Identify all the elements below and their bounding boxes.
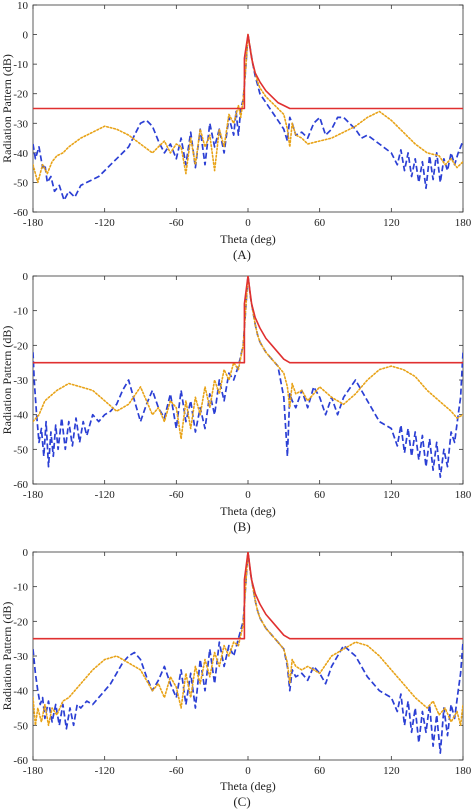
x-tick-label: 60 xyxy=(314,489,326,501)
y-tick-label: -40 xyxy=(13,410,28,422)
y-tick-label: -50 xyxy=(13,720,28,732)
x-tick-label: -120 xyxy=(95,217,116,229)
series-line-solid xyxy=(33,276,463,364)
x-tick-label: 60 xyxy=(314,765,326,777)
x-tick-label: 180 xyxy=(455,765,472,777)
x-tick-label: 180 xyxy=(455,217,472,229)
series-line-dashed xyxy=(33,33,463,202)
y-tick-label: -50 xyxy=(13,444,28,456)
series-line-dotted xyxy=(33,552,463,727)
y-tick-label: -20 xyxy=(13,616,28,628)
panel-label: (A) xyxy=(233,247,251,262)
x-tick-label: 120 xyxy=(383,217,400,229)
plot-frame xyxy=(32,551,464,761)
panel-label: (B) xyxy=(233,519,250,534)
y-tick-label: -10 xyxy=(13,306,28,318)
x-tick-label: 120 xyxy=(383,489,400,501)
series-line-dashed xyxy=(33,276,463,478)
x-tick-label: -120 xyxy=(95,765,116,777)
x-axis-title: Theta (deg) xyxy=(220,504,276,518)
y-tick-label: -10 xyxy=(13,59,28,71)
x-tick-label: -120 xyxy=(95,489,116,501)
y-tick-label: 0 xyxy=(23,271,29,283)
plot-frame xyxy=(32,275,464,485)
chart-panel: -180 -120 -60 0 60 120 180 10 0 -10 -20 -30 -40 -50 -6… xyxy=(0,0,472,262)
x-tick-label: 0 xyxy=(245,765,251,777)
y-axis-title: Radiation Pattern (dB) xyxy=(0,602,14,711)
y-tick-label: 10 xyxy=(17,0,29,12)
series-line-solid xyxy=(33,33,463,110)
y-tick-label: -20 xyxy=(13,89,28,101)
y-tick-label: -10 xyxy=(13,582,28,594)
y-tick-label: 0 xyxy=(23,30,29,42)
chart-panel: -180 -120 -60 0 60 120 180 0 -10 -20 -30 -40 -50 -60 T… xyxy=(0,547,472,809)
y-tick-label: -30 xyxy=(13,651,28,663)
x-tick-label: -180 xyxy=(23,489,44,501)
y-tick-label: -30 xyxy=(13,375,28,387)
x-tick-label: 60 xyxy=(314,217,326,229)
y-axis-title: Radiation Pattern (dB) xyxy=(0,326,14,435)
x-axis-title: Theta (deg) xyxy=(220,779,276,793)
x-tick-label: 0 xyxy=(245,489,251,501)
y-tick-label: -60 xyxy=(13,479,28,491)
x-tick-label: -180 xyxy=(23,217,44,229)
y-tick-label: 0 xyxy=(23,547,29,559)
series-line-dotted xyxy=(33,276,463,440)
y-tick-label: -50 xyxy=(13,177,28,189)
y-tick-label: -60 xyxy=(13,755,28,767)
y-axis-title: Radiation Pattern (dB) xyxy=(0,54,14,163)
x-tick-label: 0 xyxy=(245,217,251,229)
x-tick-label: 120 xyxy=(383,765,400,777)
x-tick-label: -60 xyxy=(169,217,184,229)
x-tick-label: -180 xyxy=(23,765,44,777)
y-tick-label: -30 xyxy=(13,118,28,130)
y-tick-label: -60 xyxy=(13,207,28,219)
x-tick-label: 180 xyxy=(455,489,472,501)
series-line-dashed xyxy=(33,552,463,754)
y-tick-label: -40 xyxy=(13,686,28,698)
chart-panel: -180 -120 -60 0 60 120 180 0 -10 -20 -30 -40 -50 -60 T… xyxy=(0,271,472,534)
x-tick-label: -60 xyxy=(169,765,184,777)
series-line-solid xyxy=(33,552,463,640)
y-tick-label: -40 xyxy=(13,148,28,160)
x-tick-label: -60 xyxy=(169,489,184,501)
x-axis-title: Theta (deg) xyxy=(220,232,276,246)
y-tick-label: -20 xyxy=(13,340,28,352)
panel-label: (C) xyxy=(233,794,250,809)
